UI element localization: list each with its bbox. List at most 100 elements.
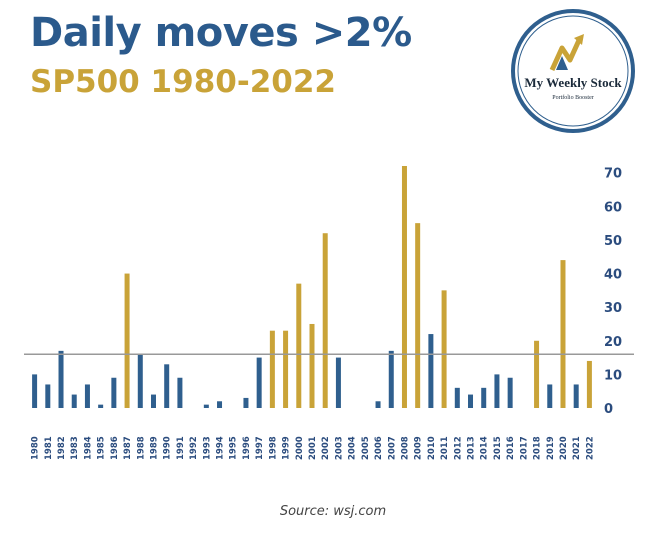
logo-arrow-icon xyxy=(574,34,584,45)
logo-inner-ring xyxy=(517,15,629,127)
bar-1993 xyxy=(203,404,209,408)
y-tick-label: 60 xyxy=(604,200,622,215)
logo-tagline: Portfolio Booster xyxy=(552,94,594,101)
bar-2013 xyxy=(468,394,474,408)
x-tick-label: 1989 xyxy=(149,436,159,460)
bar-1991 xyxy=(177,377,183,408)
x-tick-label: 2017 xyxy=(519,436,529,460)
x-tick-label: 1984 xyxy=(83,436,93,460)
x-tick-label: 1986 xyxy=(110,436,120,460)
x-tick-label: 1990 xyxy=(163,436,173,460)
x-tick-label: 2009 xyxy=(414,436,424,460)
x-tick-label: 1995 xyxy=(229,436,239,460)
x-tick-label: 1994 xyxy=(216,436,226,460)
chart-subtitle: SP500 1980-2022 xyxy=(30,64,336,100)
x-tick-label: 1996 xyxy=(242,436,252,460)
bar-2012 xyxy=(454,387,460,408)
bar-1982 xyxy=(58,350,64,408)
bar-2008 xyxy=(401,166,407,408)
x-tick-label: 2002 xyxy=(321,436,331,460)
x-tick-label: 2010 xyxy=(427,436,437,460)
x-tick-label: 2022 xyxy=(585,436,595,460)
x-tick-label: 2012 xyxy=(453,436,463,460)
bar-1987 xyxy=(124,273,130,408)
x-tick-label: 1981 xyxy=(44,436,54,460)
x-tick-label: 2007 xyxy=(387,436,397,460)
bar-1981 xyxy=(45,384,51,408)
brand-logo: My Weekly Stock Portfolio Booster xyxy=(511,9,635,133)
bar-2002 xyxy=(322,233,328,408)
x-tick-label: 2021 xyxy=(572,436,582,460)
bar-2009 xyxy=(415,223,421,408)
bar-2006 xyxy=(375,401,381,408)
bar-2003 xyxy=(335,357,341,408)
bar-1998 xyxy=(269,330,275,408)
x-tick-label: 2005 xyxy=(361,436,371,460)
bar-2021 xyxy=(573,384,579,408)
bar-1980 xyxy=(32,374,38,408)
x-tick-label: 2014 xyxy=(480,436,490,460)
x-tick-label: 2011 xyxy=(440,436,450,460)
bar-chart: 1980 1981 1982 1983 1984 1985 1986 1987 1988 1989… xyxy=(24,166,634,460)
x-tick-label: 2018 xyxy=(533,436,543,460)
logo-m-icon xyxy=(556,56,568,70)
logo-name: My Weekly Stock xyxy=(524,75,622,90)
bar-2001 xyxy=(309,323,315,408)
x-tick-label: 1980 xyxy=(31,436,41,460)
bar-1984 xyxy=(84,384,90,408)
x-tick-label: 2013 xyxy=(467,436,477,460)
x-tick-label: 1988 xyxy=(136,436,146,460)
x-tick-label: 2016 xyxy=(506,436,516,460)
logo-trend-icon xyxy=(549,36,583,72)
bar-2014 xyxy=(481,387,487,408)
bar-2010 xyxy=(428,334,434,408)
bar-2015 xyxy=(494,374,500,408)
x-tick-label: 2004 xyxy=(348,436,358,460)
x-tick-label: 1991 xyxy=(176,436,186,460)
x-tick-label: 1983 xyxy=(70,436,80,460)
bar-2007 xyxy=(388,350,394,408)
x-tick-label: 1985 xyxy=(97,436,107,460)
bar-2020 xyxy=(560,260,566,408)
bar-2011 xyxy=(441,290,447,408)
bar-1983 xyxy=(71,394,77,408)
y-tick-label: 0 xyxy=(604,402,613,417)
x-tick-label: 2006 xyxy=(374,436,384,460)
y-tick-label: 30 xyxy=(604,301,622,316)
x-tick-label: 2019 xyxy=(546,436,556,460)
chart-title: Daily moves >2% xyxy=(30,10,412,56)
x-tick-label: 2020 xyxy=(559,436,569,460)
x-tick-label: 2001 xyxy=(308,436,318,460)
bar-1990 xyxy=(164,364,170,408)
source-note: Source: wsj.com xyxy=(279,504,387,519)
x-tick-label: 1993 xyxy=(202,436,212,460)
bar-1986 xyxy=(111,377,117,408)
bar-1996 xyxy=(243,397,249,408)
x-tick-label: 1987 xyxy=(123,436,133,460)
x-tick-label: 2015 xyxy=(493,436,503,460)
bar-1985 xyxy=(98,404,104,408)
bar-1997 xyxy=(256,357,262,408)
x-tick-label: 2008 xyxy=(400,436,410,460)
bar-1989 xyxy=(150,394,156,408)
x-tick-label: 1999 xyxy=(282,436,292,460)
x-tick-label: 1998 xyxy=(268,436,278,460)
logo-ring xyxy=(511,9,635,133)
bar-2018 xyxy=(534,340,540,408)
y-tick-label: 50 xyxy=(604,234,622,249)
y-tick-label: 40 xyxy=(604,268,622,283)
bar-2019 xyxy=(547,384,553,408)
y-tick-label: 10 xyxy=(604,368,622,383)
x-tick-label: 2000 xyxy=(295,436,305,460)
x-tick-label: 2003 xyxy=(334,436,344,460)
x-tick-label: 1992 xyxy=(189,436,199,460)
bar-2016 xyxy=(507,377,513,408)
bar-2000 xyxy=(296,283,302,408)
bar-1999 xyxy=(283,330,289,408)
x-tick-label: 1997 xyxy=(255,436,265,460)
bar-1994 xyxy=(217,401,223,408)
bar-1988 xyxy=(137,354,143,408)
y-tick-label: 20 xyxy=(604,335,622,350)
x-tick-label: 1982 xyxy=(57,436,67,460)
bar-2022 xyxy=(586,360,592,408)
